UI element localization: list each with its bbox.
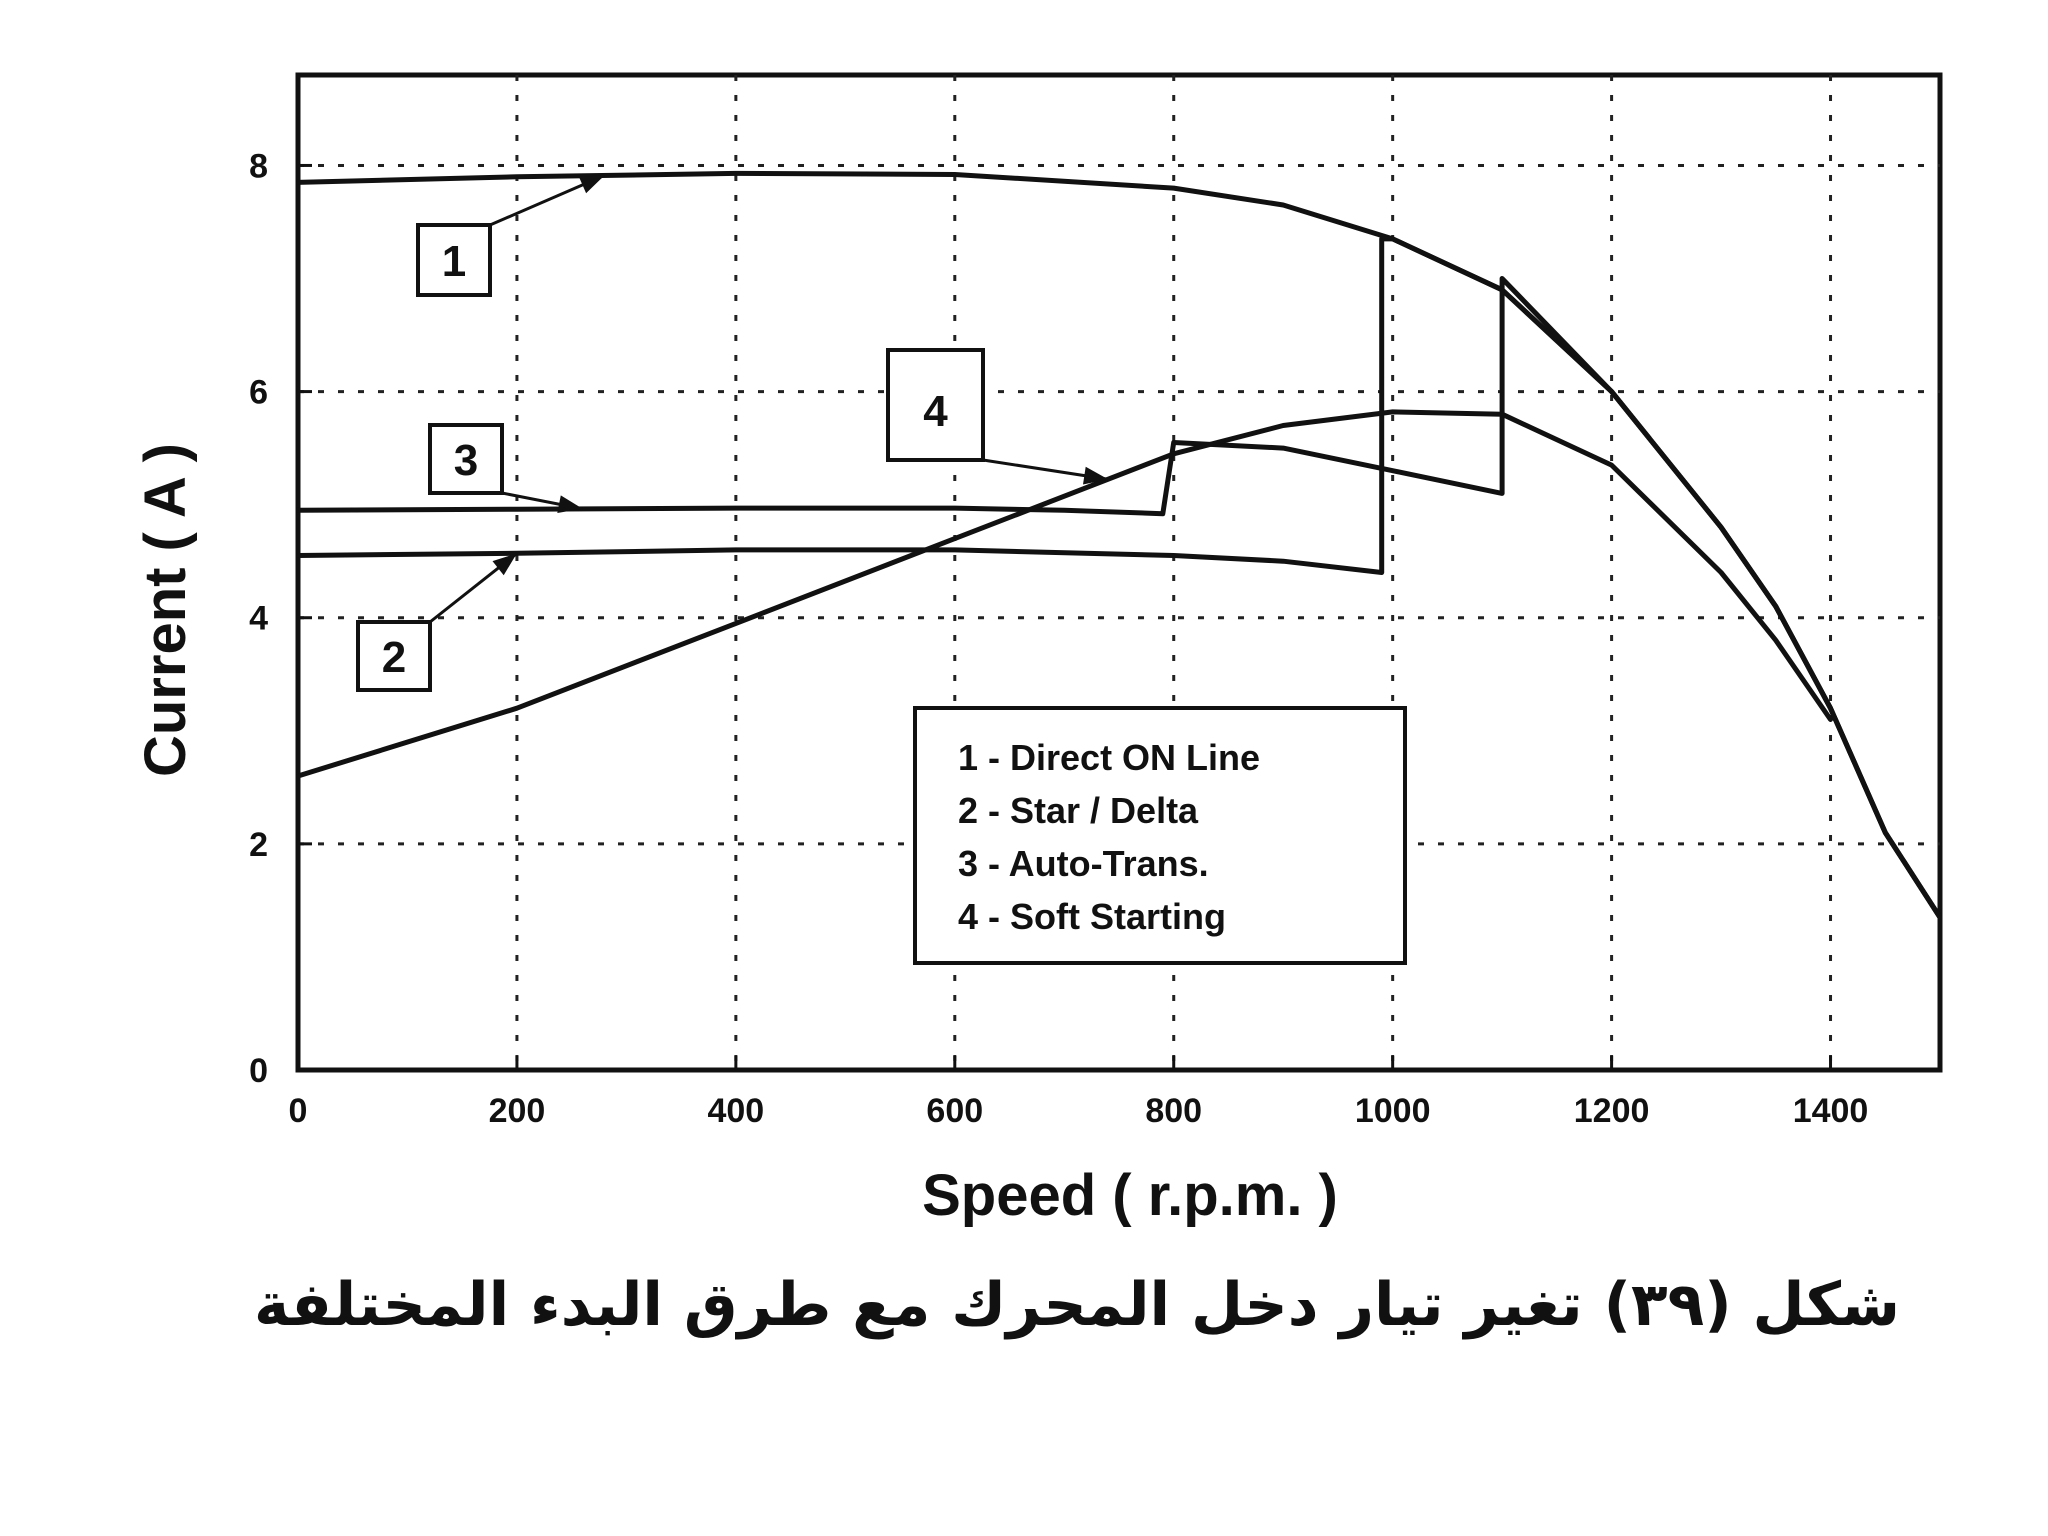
arrow-head [1083, 466, 1109, 485]
curve-tag-4: 4 [886, 348, 1109, 485]
x-tick-label: 400 [707, 1092, 764, 1130]
legend-entry: 2 - Star / Delta [958, 790, 1199, 831]
tag-box [428, 423, 504, 495]
tag-box [356, 620, 432, 692]
x-tick-label: 0 [289, 1092, 308, 1130]
x-tick-label: 1000 [1355, 1092, 1431, 1130]
curves [295, 170, 1943, 920]
arrow-head [557, 495, 583, 513]
figure-caption: شكل (٣٩) تغير تيار دخل المحرك مع طرق الب… [254, 1270, 1900, 1340]
tag-label: 1 [442, 237, 466, 286]
curve-tag-1: 1 [416, 174, 606, 297]
tag-box [886, 348, 985, 462]
y-tick-label: 4 [249, 600, 268, 638]
x-axis-ticks: 0 200 400 600 800 1000 1200 1400 [289, 1056, 1869, 1130]
curve-tag-3: 3 [428, 423, 583, 513]
tag-label: 4 [923, 387, 948, 436]
x-tick-label: 800 [1145, 1092, 1202, 1130]
tag-box [416, 223, 492, 297]
curve-tag-2: 2 [356, 552, 518, 692]
x-tick-label: 600 [926, 1092, 983, 1130]
arrow-head [578, 175, 605, 194]
tag-label: 3 [454, 436, 478, 485]
y-tick-label: 0 [249, 1052, 268, 1090]
arrow-head [492, 553, 517, 576]
x-tick-label: 1200 [1574, 1092, 1650, 1130]
y-axis-title: Current ( A ) [133, 443, 198, 777]
y-axis-ticks: 0 2 4 6 8 [249, 147, 312, 1090]
legend-entry: 1 - Direct ON Line [958, 737, 1260, 778]
curve-tags: 1 2 3 4 [356, 174, 1109, 692]
x-axis-title: Speed ( r.p.m. ) [922, 1163, 1338, 1228]
series-line-4 [295, 409, 1833, 779]
legend-entry: 4 - Soft Starting [958, 896, 1226, 937]
legend: 1 - Direct ON Line 2 - Star / Delta 3 - … [913, 706, 1407, 965]
legend-entry: 3 - Auto-Trans. [958, 843, 1209, 884]
x-tick-label: 200 [489, 1092, 546, 1130]
y-tick-label: 6 [249, 374, 268, 412]
series-line-3 [295, 276, 1943, 920]
y-tick-label: 8 [249, 147, 268, 185]
y-tick-label: 2 [249, 826, 268, 864]
x-tick-label: 1400 [1793, 1092, 1869, 1130]
tag-label: 2 [382, 633, 406, 682]
legend-box [913, 706, 1407, 965]
